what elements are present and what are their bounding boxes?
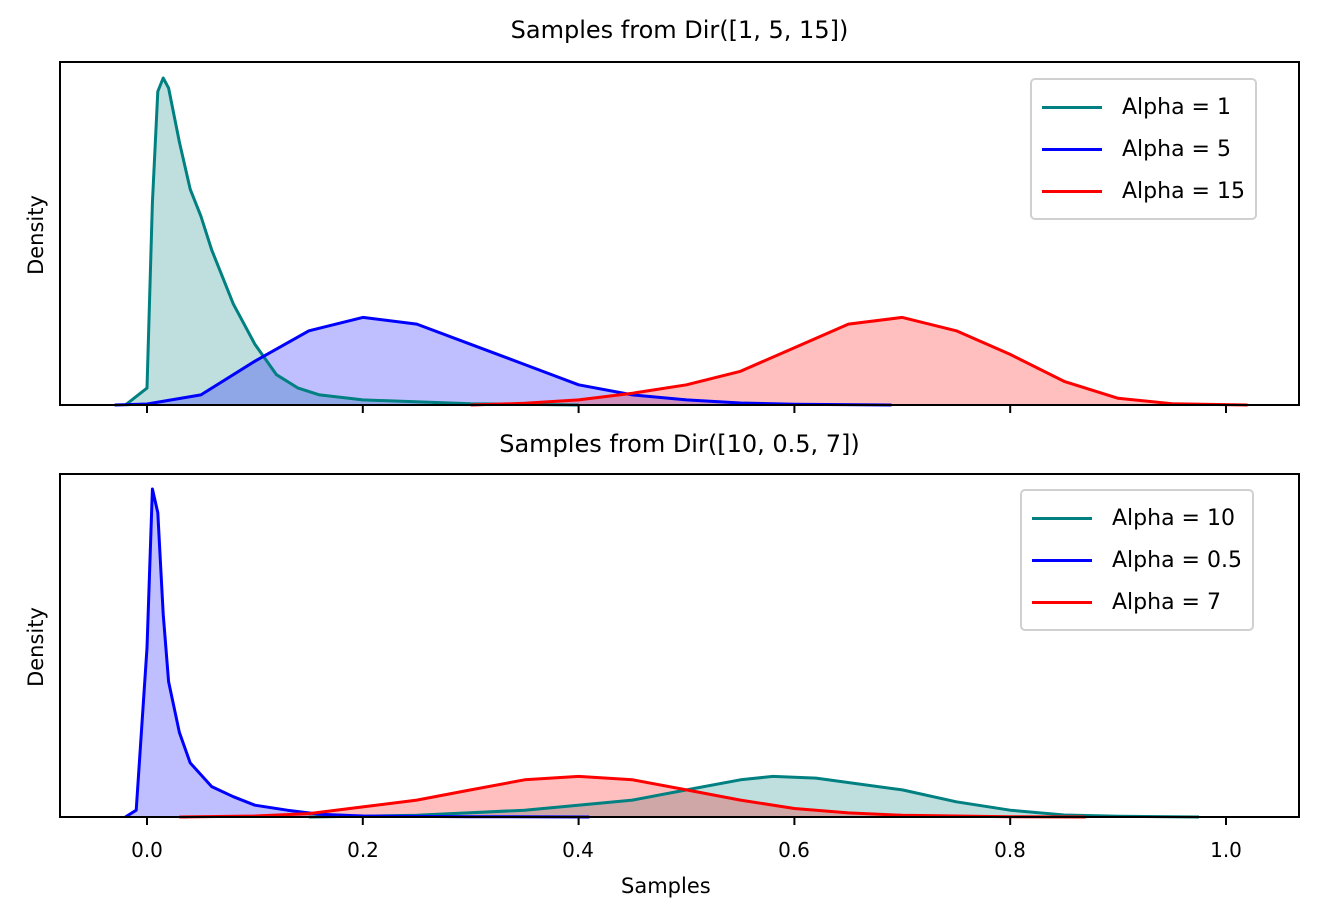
density-fill xyxy=(125,489,590,817)
legend-label: Alpha = 10 xyxy=(1112,505,1235,531)
x-tick-label: 0.4 xyxy=(562,838,594,862)
legend-swatch-red xyxy=(1042,189,1102,193)
legend-swatch-blue xyxy=(1032,558,1092,562)
x-tick-label: 1.0 xyxy=(1210,838,1242,862)
legend-swatch-red xyxy=(1032,600,1092,604)
density-fill xyxy=(470,317,1248,405)
legend-label: Alpha = 15 xyxy=(1122,178,1245,204)
top-chart-title: Samples from Dir([1, 5, 15]) xyxy=(510,16,849,44)
density-fill xyxy=(179,776,1086,817)
density-fill xyxy=(125,78,579,405)
density-line xyxy=(179,774,1086,819)
bottom-chart-title: Samples from Dir([10, 0.5, 7]) xyxy=(499,430,860,458)
legend-swatch-blue xyxy=(1042,147,1102,151)
legend-item: Alpha = 15 xyxy=(1042,170,1245,212)
x-tick-label: 0.6 xyxy=(778,838,810,862)
legend-swatch-teal xyxy=(1042,105,1102,109)
legend-item: Alpha = 1 xyxy=(1042,86,1245,128)
legend-swatch-teal xyxy=(1032,516,1092,520)
legend-label: Alpha = 0.5 xyxy=(1112,547,1242,573)
axes-frame xyxy=(59,61,1300,406)
legend-item: Alpha = 10 xyxy=(1032,497,1242,539)
x-tick-label: 0.0 xyxy=(131,838,163,862)
density-fill xyxy=(308,776,1200,817)
bottom-legend: Alpha = 10 Alpha = 0.5 Alpha = 7 xyxy=(1020,489,1254,631)
legend-item: Alpha = 0.5 xyxy=(1032,539,1242,581)
density-line xyxy=(124,487,590,819)
density-line xyxy=(470,315,1248,407)
legend-item: Alpha = 7 xyxy=(1032,581,1242,623)
legend-item: Alpha = 5 xyxy=(1042,128,1245,170)
axes-frame xyxy=(59,473,1300,818)
density-fill xyxy=(114,317,892,405)
x-tick-label: 0.8 xyxy=(994,838,1026,862)
legend-label: Alpha = 1 xyxy=(1122,94,1231,120)
density-line xyxy=(124,76,579,407)
legend-label: Alpha = 5 xyxy=(1122,136,1231,162)
x-tick-label: 0.2 xyxy=(347,838,379,862)
bottom-x-axis-label: Samples xyxy=(621,874,711,898)
density-line xyxy=(114,315,892,407)
density-line xyxy=(308,774,1200,819)
top-legend: Alpha = 1 Alpha = 5 Alpha = 15 xyxy=(1030,78,1257,220)
legend-label: Alpha = 7 xyxy=(1112,589,1221,615)
